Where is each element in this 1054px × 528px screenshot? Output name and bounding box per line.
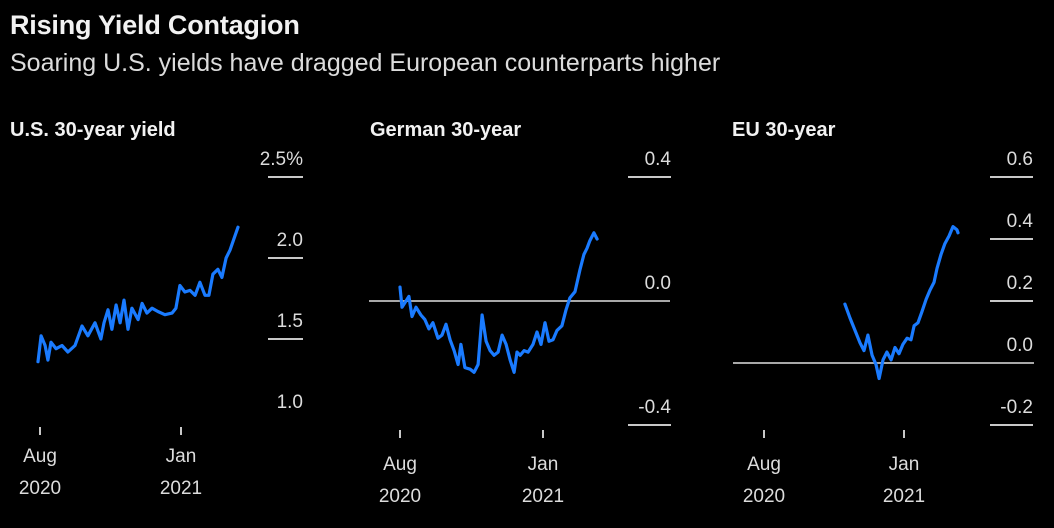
y-tick-label: -0.4: [638, 397, 671, 418]
y-tick-label: 0.6: [1007, 149, 1033, 170]
x-tick-label-year: 2020: [743, 486, 785, 507]
chart-title: Rising Yield Contagion: [10, 10, 300, 40]
y-tick-label: 0.0: [645, 273, 671, 294]
x-tick-label-month: Jan: [528, 454, 559, 475]
x-tick-label-year: 2020: [19, 478, 61, 499]
x-tick-label-month: Jan: [166, 446, 197, 467]
y-tick-label: 2.0: [277, 230, 303, 251]
y-tick-label: 0.4: [1007, 211, 1034, 232]
x-tick-label-year: 2021: [160, 478, 202, 499]
y-tick-label: 0.4: [645, 149, 672, 170]
y-tick-label: 1.5: [277, 311, 303, 332]
panel-title: U.S. 30-year yield: [10, 119, 176, 141]
y-tick-label: 2.5%: [260, 149, 303, 170]
x-tick-label-month: Aug: [383, 454, 417, 475]
y-tick-label: 0.0: [1007, 335, 1033, 356]
x-tick-label-month: Aug: [23, 446, 57, 467]
series-line: [843, 225, 960, 381]
series-line: [36, 225, 240, 364]
panel-title: EU 30-year: [732, 119, 836, 141]
y-tick-label: 1.0: [277, 392, 303, 413]
x-tick-label-year: 2020: [379, 486, 421, 507]
panel-title: German 30-year: [370, 119, 521, 141]
y-tick-label: 0.2: [1007, 273, 1033, 294]
series-line: [398, 231, 599, 374]
x-tick-label-month: Jan: [889, 454, 920, 475]
x-tick-label-month: Aug: [747, 454, 781, 475]
x-tick-label-year: 2021: [522, 486, 564, 507]
x-tick-label-year: 2021: [883, 486, 925, 507]
y-tick-label: -0.2: [1000, 397, 1033, 418]
chart-subtitle: Soaring U.S. yields have dragged Europea…: [10, 49, 721, 77]
